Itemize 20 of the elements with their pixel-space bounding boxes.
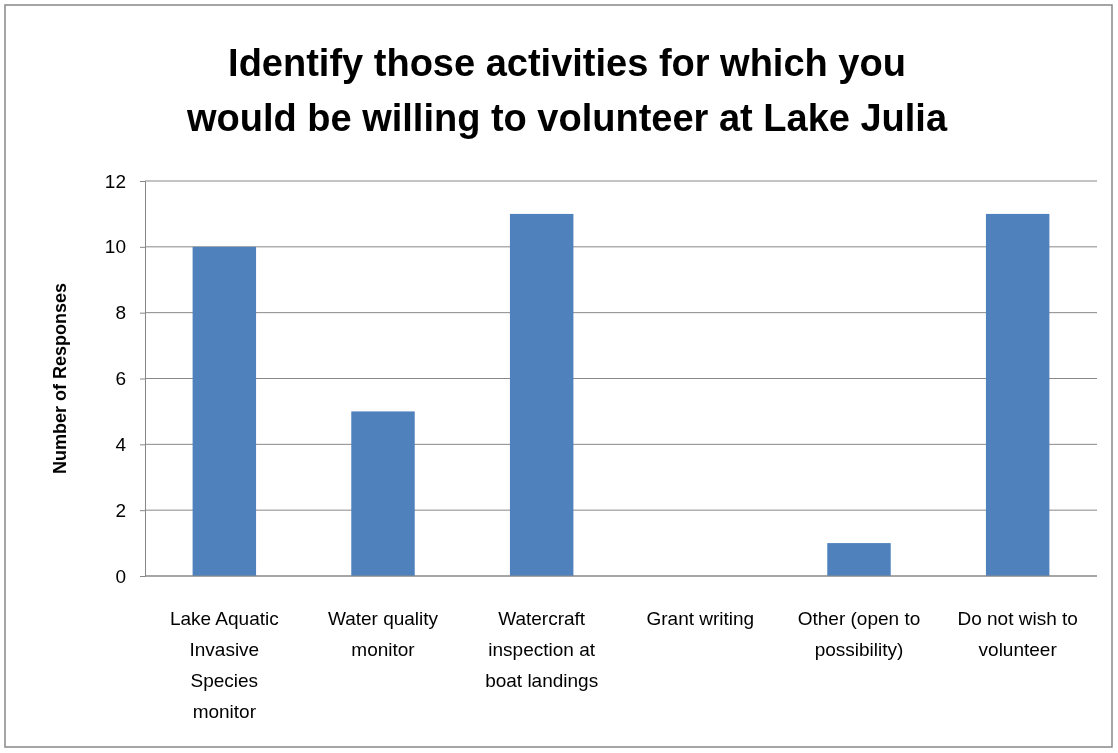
y-tick-label: 2 (115, 499, 126, 521)
x-tick-label: Do not wish to volunteer (957, 608, 1078, 660)
x-tick-label: Grant writing (646, 608, 755, 629)
y-axis-title: Number of Responses (50, 282, 70, 475)
y-tick-label: 0 (115, 565, 126, 587)
x-tick-label: Watercraft inspection at boat landings (485, 608, 599, 691)
bar (509, 213, 574, 576)
x-tick-label: Other (open to possibility) (797, 608, 921, 660)
y-tick-label: 6 (115, 368, 126, 390)
y-tick-label: 8 (115, 302, 126, 324)
bar (827, 543, 891, 576)
y-tick-label: 4 (115, 433, 127, 455)
bar (351, 411, 415, 576)
y-tick-label: 12 (104, 170, 126, 192)
x-tick-label: Lake Aquatic Invasive Species monitor (169, 608, 279, 722)
bar (192, 246, 257, 576)
y-tick-label: 10 (104, 236, 126, 258)
chart-title: Identify those activities for which you would be willing to volunteer at Lake Julia (185, 42, 948, 139)
bar (985, 213, 1050, 576)
x-tick-label: Water quality monitor (327, 608, 439, 660)
